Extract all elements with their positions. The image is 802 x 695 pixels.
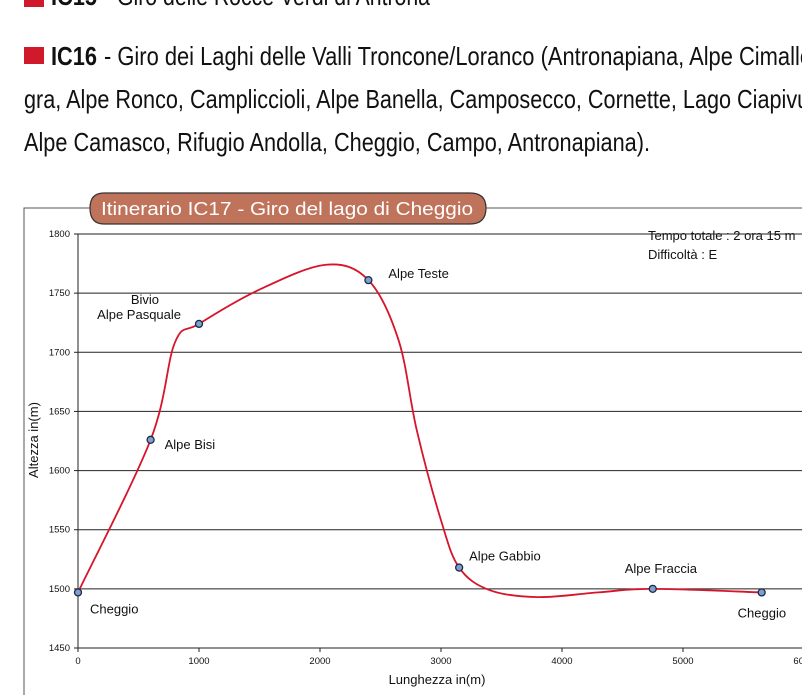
y-tick-label: 1600 <box>49 466 70 477</box>
item-code: IC15 <box>51 0 97 11</box>
info-text: Tempo totale : 2 ora 15 m <box>648 228 795 243</box>
waypoint-marker <box>146 435 155 444</box>
waypoint-marker <box>364 275 373 285</box>
item-text: gra, Alpe Ronco, Campliccioli, Alpe Bane… <box>24 84 802 114</box>
y-tick-label: 1750 <box>49 288 70 299</box>
y-tick-label: 1800 <box>49 229 70 240</box>
x-axis-label: Lunghezza in(m) <box>389 672 486 687</box>
waypoint-label: Alpe Bisi <box>165 437 216 452</box>
x-tick-label: 5000 <box>672 656 693 667</box>
x-tick-label: 6000 <box>793 656 802 667</box>
waypoint-marker <box>73 588 83 597</box>
info-text: Difficoltà : E <box>648 247 717 262</box>
chart-frame <box>23 207 802 695</box>
x-tick-label: 0 <box>75 656 80 667</box>
y-tick-label: 1650 <box>49 406 70 417</box>
waypoint-label: Alpe Pasquale <box>97 307 181 322</box>
bullet <box>24 47 44 64</box>
waypoint-marker <box>648 584 657 594</box>
bullet <box>24 0 44 7</box>
waypoint-marker <box>194 319 204 329</box>
y-tick-label: 1700 <box>49 347 70 358</box>
item-text: - Giro dei Laghi delle Valli Troncone/Lo… <box>104 41 802 71</box>
chart-title: Itinerario IC17 - Giro del lago di Chegg… <box>101 199 473 219</box>
x-tick-label: 1000 <box>188 656 209 667</box>
y-tick-label: 1500 <box>49 584 70 595</box>
elevation-line <box>77 263 762 599</box>
waypoint-label: Cheggio <box>90 601 138 616</box>
waypoint-label: Bivio <box>131 292 159 307</box>
item-text: - Giro delle Rocce Verdi di Antrona <box>104 0 430 11</box>
y-tick-label: 1450 <box>49 643 70 654</box>
x-tick-label: 2000 <box>309 656 330 667</box>
chart-title-tab <box>89 192 487 225</box>
waypoint-marker <box>454 563 464 572</box>
waypoint-label: Alpe Gabbio <box>469 549 541 564</box>
waypoint-label: Alpe Teste <box>388 266 448 281</box>
y-tick-label: 1550 <box>49 525 70 536</box>
x-tick-label: 4000 <box>551 656 572 667</box>
waypoint-marker <box>757 588 766 597</box>
x-tick-label: 3000 <box>430 656 451 667</box>
waypoint-label: Cheggio <box>738 605 786 620</box>
item-text: Alpe Camasco, Rifugio Andolla, Cheggio, … <box>24 127 650 157</box>
waypoint-label: Alpe Fraccia <box>625 561 698 576</box>
item-code: IC16 <box>51 41 97 71</box>
y-axis-label: Altezza in(m) <box>26 402 41 478</box>
